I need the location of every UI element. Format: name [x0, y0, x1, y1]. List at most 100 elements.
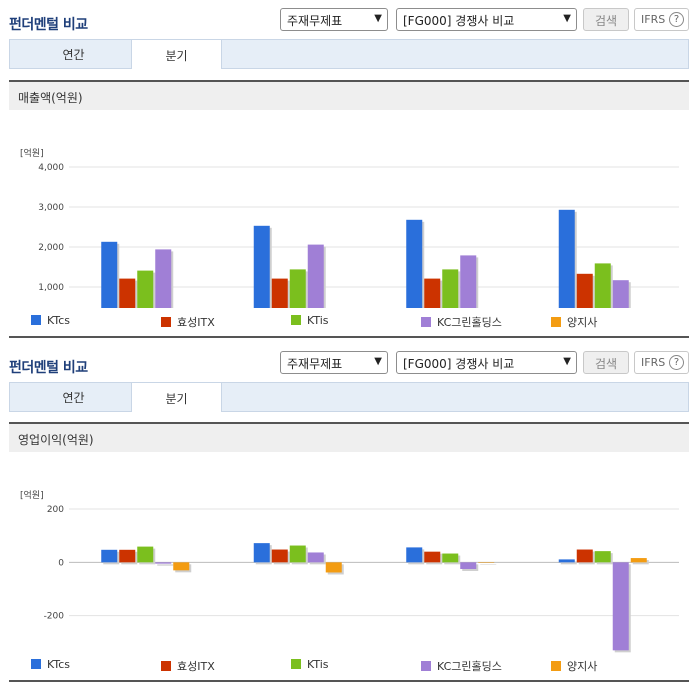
legend-item-2[interactable]: KTis — [291, 658, 329, 671]
peer-select[interactable]: [FG000] 경쟁사 비교 ▼ — [396, 8, 577, 31]
panel-1-header: 펀더멘털 비교 주재무제표 ▼ [FG000] 경쟁사 비교 ▼ 검색 IFRS… — [0, 8, 696, 38]
bar-series-2-2023-09[interactable] — [442, 269, 459, 308]
legend-label: KTis — [307, 314, 329, 327]
legend-item-1[interactable]: 효성ITX — [161, 314, 215, 330]
chevron-down-icon: ▼ — [563, 13, 571, 24]
bar-series-1-2023-09[interactable] — [424, 551, 441, 563]
chevron-down-icon: ▼ — [563, 356, 571, 367]
help-icon[interactable]: ? — [669, 355, 684, 370]
search-button[interactable]: 검색 — [583, 8, 629, 31]
ifrs-label: IFRS — [641, 356, 666, 369]
statement-select[interactable]: 주재무제표 ▼ — [280, 351, 388, 374]
bar-series-1-2023-03[interactable] — [119, 278, 136, 308]
bar-series-3-2023-09[interactable] — [460, 562, 477, 569]
bar-series-0-2023-06[interactable] — [253, 225, 270, 308]
legend-swatch — [551, 661, 561, 671]
legend-swatch — [551, 317, 561, 327]
legend-item-1[interactable]: 효성ITX — [161, 658, 215, 674]
legend-item-4[interactable]: 양지사 — [551, 314, 597, 330]
bar-series-3-2023-06[interactable] — [307, 244, 324, 308]
y-tick-label: 3,000 — [38, 203, 64, 213]
legend-item-0[interactable]: KTcs — [31, 658, 70, 671]
bar-series-1-2023-03[interactable] — [119, 549, 136, 563]
legend-swatch — [291, 315, 301, 325]
bar-series-3-2023-12[interactable] — [612, 562, 629, 651]
statement-select-value: 주재무제표 — [287, 357, 343, 371]
tab-quarterly[interactable]: 분기 — [131, 382, 222, 412]
y-tick-label: 2,000 — [38, 243, 64, 253]
bar-series-2-2023-09[interactable] — [442, 553, 459, 563]
chevron-down-icon: ▼ — [374, 356, 382, 367]
legend-swatch — [31, 315, 41, 325]
bar-series-3-2023-06[interactable] — [307, 552, 324, 563]
bar-series-2-2023-06[interactable] — [289, 269, 306, 308]
chart-legend: KTcs 효성ITX KTis KC그린홀딩스 양지사 — [9, 314, 689, 330]
bar-series-1-2023-12[interactable] — [576, 273, 593, 308]
legend-swatch — [421, 317, 431, 327]
chart-title: 매출액(억원) — [9, 82, 689, 110]
legend-label: 효성ITX — [177, 316, 215, 329]
bar-series-1-2023-06[interactable] — [271, 549, 288, 563]
period-tabs: 연간 분기 — [9, 382, 689, 412]
unit-label: [억원] — [20, 147, 44, 159]
bar-series-0-2023-12[interactable] — [558, 209, 575, 308]
bar-shadow — [480, 564, 497, 565]
operating-profit-chart: [억원]-400-20002002023/032023/062023/09202… — [20, 489, 679, 653]
revenue-chart: [억원]01,0002,0003,0004,0002023/032023/062… — [20, 147, 679, 308]
bar-series-0-2023-03[interactable] — [101, 241, 118, 308]
bar-series-1-2023-09[interactable] — [424, 278, 441, 308]
legend-item-4[interactable]: 양지사 — [551, 658, 597, 674]
bar-series-2-2023-12[interactable] — [594, 263, 611, 308]
bar-series-4-2023-12[interactable] — [630, 558, 647, 563]
bar-series-3-2023-12[interactable] — [612, 280, 629, 308]
bar-series-4-2023-06[interactable] — [325, 562, 342, 573]
unit-label: [억원] — [20, 489, 44, 501]
tab-quarterly[interactable]: 분기 — [131, 39, 222, 69]
legend-item-2[interactable]: KTis — [291, 314, 329, 327]
statement-select[interactable]: 주재무제표 ▼ — [280, 8, 388, 31]
bar-series-0-2023-09[interactable] — [406, 547, 423, 563]
bar-series-0-2023-12[interactable] — [558, 559, 575, 563]
bar-series-3-2023-03[interactable] — [155, 249, 172, 308]
legend-swatch — [161, 661, 171, 671]
tab-annual[interactable]: 연간 — [62, 48, 85, 62]
legend-label: 양지사 — [567, 660, 598, 673]
bar-series-2-2023-12[interactable] — [594, 551, 611, 563]
bar-series-1-2023-12[interactable] — [576, 549, 593, 563]
ifrs-button[interactable]: IFRS ? — [634, 8, 689, 31]
bar-series-2-2023-03[interactable] — [137, 546, 154, 563]
bar-series-0-2023-03[interactable] — [101, 549, 118, 563]
chevron-down-icon: ▼ — [374, 13, 382, 24]
ifrs-label: IFRS — [641, 13, 666, 26]
ifrs-button[interactable]: IFRS ? — [634, 351, 689, 374]
bar-series-1-2023-06[interactable] — [271, 278, 288, 308]
period-tabs: 연간 분기 — [9, 39, 689, 69]
bar-series-3-2023-03[interactable] — [155, 562, 172, 564]
bar-series-2-2023-06[interactable] — [289, 545, 306, 563]
operating-profit-chart-box: 영업이익(억원) [억원]-400-20002002023/032023/062… — [9, 422, 689, 674]
y-tick-label: 200 — [47, 505, 64, 515]
bar-series-2-2023-03[interactable] — [137, 270, 154, 308]
legend-label: KTcs — [47, 314, 70, 327]
search-button[interactable]: 검색 — [583, 351, 629, 374]
chart-title: 영업이익(억원) — [9, 424, 689, 452]
legend-swatch — [161, 317, 171, 327]
legend-item-0[interactable]: KTcs — [31, 314, 70, 327]
peer-select-value: [FG000] 경쟁사 비교 — [403, 14, 515, 28]
peer-select[interactable]: [FG000] 경쟁사 비교 ▼ — [396, 351, 577, 374]
bar-series-0-2023-09[interactable] — [406, 219, 423, 308]
page-title: 펀더멘털 비교 — [9, 360, 88, 376]
legend-item-3[interactable]: KC그린홀딩스 — [421, 658, 502, 674]
legend-swatch — [291, 659, 301, 669]
legend-label: KTis — [307, 658, 329, 671]
bar-series-0-2023-06[interactable] — [253, 543, 270, 563]
bar-shadow — [560, 561, 577, 565]
bar-series-4-2023-09[interactable] — [478, 562, 495, 563]
divider — [9, 336, 689, 338]
bar-series-4-2023-03[interactable] — [173, 562, 190, 571]
legend-item-3[interactable]: KC그린홀딩스 — [421, 314, 502, 330]
tab-annual[interactable]: 연간 — [62, 391, 85, 405]
y-tick-label: 4,000 — [38, 163, 64, 173]
help-icon[interactable]: ? — [669, 12, 684, 27]
bar-series-3-2023-09[interactable] — [460, 255, 477, 308]
